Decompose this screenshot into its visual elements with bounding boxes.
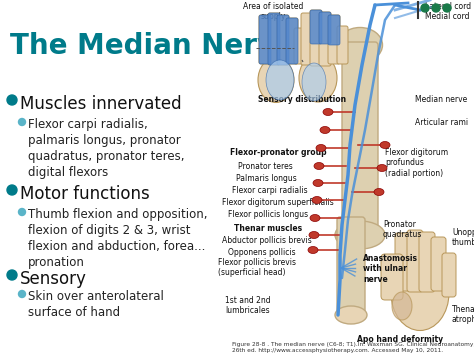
Text: Anastomosis
with ulnar
nerve: Anastomosis with ulnar nerve <box>363 254 418 284</box>
Text: Flexor digitorum superficialis: Flexor digitorum superficialis <box>222 198 334 207</box>
Ellipse shape <box>374 189 384 196</box>
Text: Opponens pollicis: Opponens pollicis <box>228 248 296 257</box>
FancyBboxPatch shape <box>286 18 298 64</box>
Text: Flexor carpi radialis,
palmaris longus, pronator
quadratus, pronator teres,
digi: Flexor carpi radialis, palmaris longus, … <box>28 118 184 179</box>
Text: Pronator teres: Pronator teres <box>238 162 293 171</box>
Ellipse shape <box>314 163 324 169</box>
FancyBboxPatch shape <box>294 28 305 64</box>
FancyBboxPatch shape <box>328 15 340 45</box>
FancyBboxPatch shape <box>259 15 271 64</box>
Text: 1st and 2nd
lumbricales: 1st and 2nd lumbricales <box>225 296 271 315</box>
FancyBboxPatch shape <box>277 15 289 65</box>
Ellipse shape <box>313 180 323 186</box>
Text: Thumb flexion and opposition,
flexion of digits 2 & 3, wrist
flexion and abducti: Thumb flexion and opposition, flexion of… <box>28 208 208 269</box>
Text: Lateral cord
Medial cord: Lateral cord Medial cord <box>425 2 471 21</box>
Ellipse shape <box>308 246 318 253</box>
FancyBboxPatch shape <box>319 12 331 66</box>
Text: Articular rami: Articular rami <box>415 118 468 127</box>
FancyBboxPatch shape <box>442 253 456 297</box>
Ellipse shape <box>337 27 383 62</box>
Ellipse shape <box>392 292 412 320</box>
Text: Figure 28-8 . The median nerve (C6-8; T1).In: Waxman SG. Clinical Neuroanatomy,
: Figure 28-8 . The median nerve (C6-8; T1… <box>232 342 474 353</box>
Ellipse shape <box>335 306 367 324</box>
Circle shape <box>443 4 451 12</box>
FancyBboxPatch shape <box>277 15 289 65</box>
Ellipse shape <box>266 60 294 100</box>
Circle shape <box>421 4 429 12</box>
Text: Sensory: Sensory <box>20 270 87 288</box>
Ellipse shape <box>310 214 320 222</box>
Text: Thenar
atrophy: Thenar atrophy <box>452 305 474 324</box>
FancyBboxPatch shape <box>381 254 403 300</box>
FancyBboxPatch shape <box>337 217 365 313</box>
Text: Flexor digitorum
profundus
(radial portion): Flexor digitorum profundus (radial porti… <box>385 148 448 178</box>
Text: Motor functions: Motor functions <box>20 185 150 203</box>
Ellipse shape <box>258 58 294 103</box>
FancyBboxPatch shape <box>286 18 298 64</box>
Circle shape <box>7 270 17 280</box>
FancyBboxPatch shape <box>342 42 378 233</box>
Text: Palmaris longus: Palmaris longus <box>236 174 297 183</box>
Text: Flexor-pronator group: Flexor-pronator group <box>230 148 327 157</box>
Ellipse shape <box>309 231 319 239</box>
FancyBboxPatch shape <box>328 15 340 64</box>
FancyBboxPatch shape <box>268 13 280 65</box>
FancyBboxPatch shape <box>319 12 331 44</box>
Text: Area of isolated
supply: Area of isolated supply <box>243 2 303 21</box>
Text: The Median Nerve: The Median Nerve <box>10 32 294 60</box>
Ellipse shape <box>391 256 449 331</box>
Ellipse shape <box>312 197 322 203</box>
FancyBboxPatch shape <box>395 233 411 291</box>
FancyBboxPatch shape <box>310 10 322 66</box>
Text: Unopposed
thumb: Unopposed thumb <box>452 228 474 247</box>
Ellipse shape <box>299 54 337 102</box>
Text: Sensory distribution: Sensory distribution <box>258 95 346 104</box>
FancyBboxPatch shape <box>268 13 280 65</box>
Circle shape <box>432 4 440 12</box>
FancyBboxPatch shape <box>431 237 446 291</box>
Ellipse shape <box>323 109 333 115</box>
FancyBboxPatch shape <box>259 15 271 64</box>
Text: Apo hand deformity: Apo hand deformity <box>357 335 443 344</box>
FancyBboxPatch shape <box>301 13 313 65</box>
Circle shape <box>18 208 26 215</box>
Circle shape <box>7 95 17 105</box>
Ellipse shape <box>320 126 330 133</box>
Text: Abductor pollicis brevis: Abductor pollicis brevis <box>222 236 312 245</box>
FancyBboxPatch shape <box>337 26 348 64</box>
Text: Flexor pollicis brevis
(superficial head): Flexor pollicis brevis (superficial head… <box>218 258 296 277</box>
Ellipse shape <box>316 144 326 152</box>
FancyBboxPatch shape <box>310 10 322 44</box>
Text: Thenar muscles: Thenar muscles <box>234 224 302 233</box>
Circle shape <box>7 185 17 195</box>
Text: Flexor pollicis longus: Flexor pollicis longus <box>228 210 308 219</box>
FancyBboxPatch shape <box>419 232 435 292</box>
Text: Pronator
quadratus: Pronator quadratus <box>383 220 422 239</box>
Text: Median nerve: Median nerve <box>415 95 467 104</box>
FancyBboxPatch shape <box>407 230 423 292</box>
Text: Muscles innervated: Muscles innervated <box>20 95 182 113</box>
Text: Flexor carpi radialis: Flexor carpi radialis <box>232 186 308 195</box>
Text: Skin over anterolateral
surface of hand: Skin over anterolateral surface of hand <box>28 290 164 319</box>
Ellipse shape <box>302 63 326 101</box>
Circle shape <box>18 290 26 297</box>
Ellipse shape <box>380 142 390 148</box>
Ellipse shape <box>335 221 385 249</box>
Circle shape <box>18 119 26 126</box>
Ellipse shape <box>377 164 387 171</box>
